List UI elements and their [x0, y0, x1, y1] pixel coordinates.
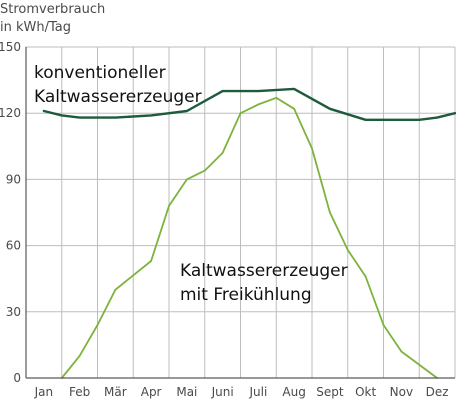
- x-tick-label: Apr: [141, 385, 162, 399]
- y-tick-label: 60: [6, 239, 21, 253]
- y-tick-label: 0: [13, 371, 21, 385]
- data-point-freecooling: [364, 275, 367, 278]
- data-point-freecooling: [185, 178, 188, 181]
- data-point-freecooling: [257, 103, 260, 106]
- data-point-conventional: [400, 118, 403, 121]
- series-label-freecooling-line-2: mit Freikühlung: [180, 285, 312, 305]
- data-point-conventional: [328, 107, 331, 110]
- data-point-freecooling: [328, 211, 331, 214]
- x-tick-label: Juni: [211, 385, 234, 399]
- data-point-conventional: [185, 110, 188, 112]
- data-point-freecooling: [96, 324, 99, 326]
- data-point-conventional: [78, 116, 81, 119]
- data-point-conventional: [150, 114, 153, 117]
- x-tick-label: Sept: [316, 385, 344, 399]
- y-tick-label: 150: [0, 40, 21, 54]
- series-layer: [42, 87, 456, 379]
- series-label-conventional-line-2: Kaltwassererzeuger: [34, 87, 202, 107]
- x-tick-label: Dez: [426, 385, 449, 399]
- data-point-freecooling: [168, 204, 170, 207]
- data-point-freecooling: [221, 152, 224, 154]
- data-point-freecooling: [311, 147, 313, 150]
- data-point-freecooling: [346, 249, 349, 251]
- data-point-conventional: [221, 90, 224, 93]
- x-tick-label: Mär: [104, 385, 127, 399]
- data-point-conventional: [418, 118, 421, 121]
- data-point-freecooling: [203, 169, 206, 172]
- x-tick-label: Feb: [69, 385, 90, 399]
- data-point-conventional: [114, 116, 117, 119]
- x-tick-label: Aug: [282, 385, 305, 399]
- data-point-freecooling: [78, 355, 81, 357]
- y-tick-label: 30: [6, 305, 21, 319]
- data-point-conventional: [60, 114, 63, 117]
- data-point-freecooling: [114, 288, 117, 291]
- y-tick-label: 120: [0, 106, 21, 120]
- x-tick-label: Okt: [355, 385, 376, 399]
- axes: [25, 47, 455, 379]
- x-tick-label: Mai: [176, 385, 197, 399]
- series-label-conventional-line-1: konventioneller: [34, 63, 166, 83]
- tick-labels: 0 30 60 90 120 150 Jan Feb Mär Apr Mai Juni Juli Aug S…: [0, 40, 449, 399]
- y-axis-label-line-2: in kWh/Tag: [0, 20, 71, 35]
- y-axis-label-line-1: Stromverbrauch: [0, 2, 105, 17]
- y-tick-label: 90: [6, 172, 21, 186]
- data-point-conventional: [293, 88, 296, 90]
- data-point-freecooling: [150, 260, 153, 262]
- data-point-freecooling: [382, 324, 385, 326]
- data-point-freecooling: [293, 107, 296, 110]
- data-point-conventional: [257, 90, 260, 93]
- x-tick-label: Nov: [390, 385, 413, 399]
- data-point-conventional: [454, 112, 456, 115]
- x-tick-label: Juli: [248, 385, 267, 399]
- x-tick-label: Jan: [34, 385, 54, 399]
- data-point-freecooling: [400, 350, 403, 353]
- data-point-freecooling: [239, 112, 242, 115]
- data-point-conventional: [436, 116, 439, 119]
- data-point-freecooling: [275, 96, 278, 99]
- series-line-freecooling: [60, 96, 439, 379]
- data-point-conventional: [364, 118, 367, 121]
- series-label-freecooling-line-1: Kaltwassererzeuger: [180, 261, 348, 281]
- data-point-conventional: [42, 110, 45, 112]
